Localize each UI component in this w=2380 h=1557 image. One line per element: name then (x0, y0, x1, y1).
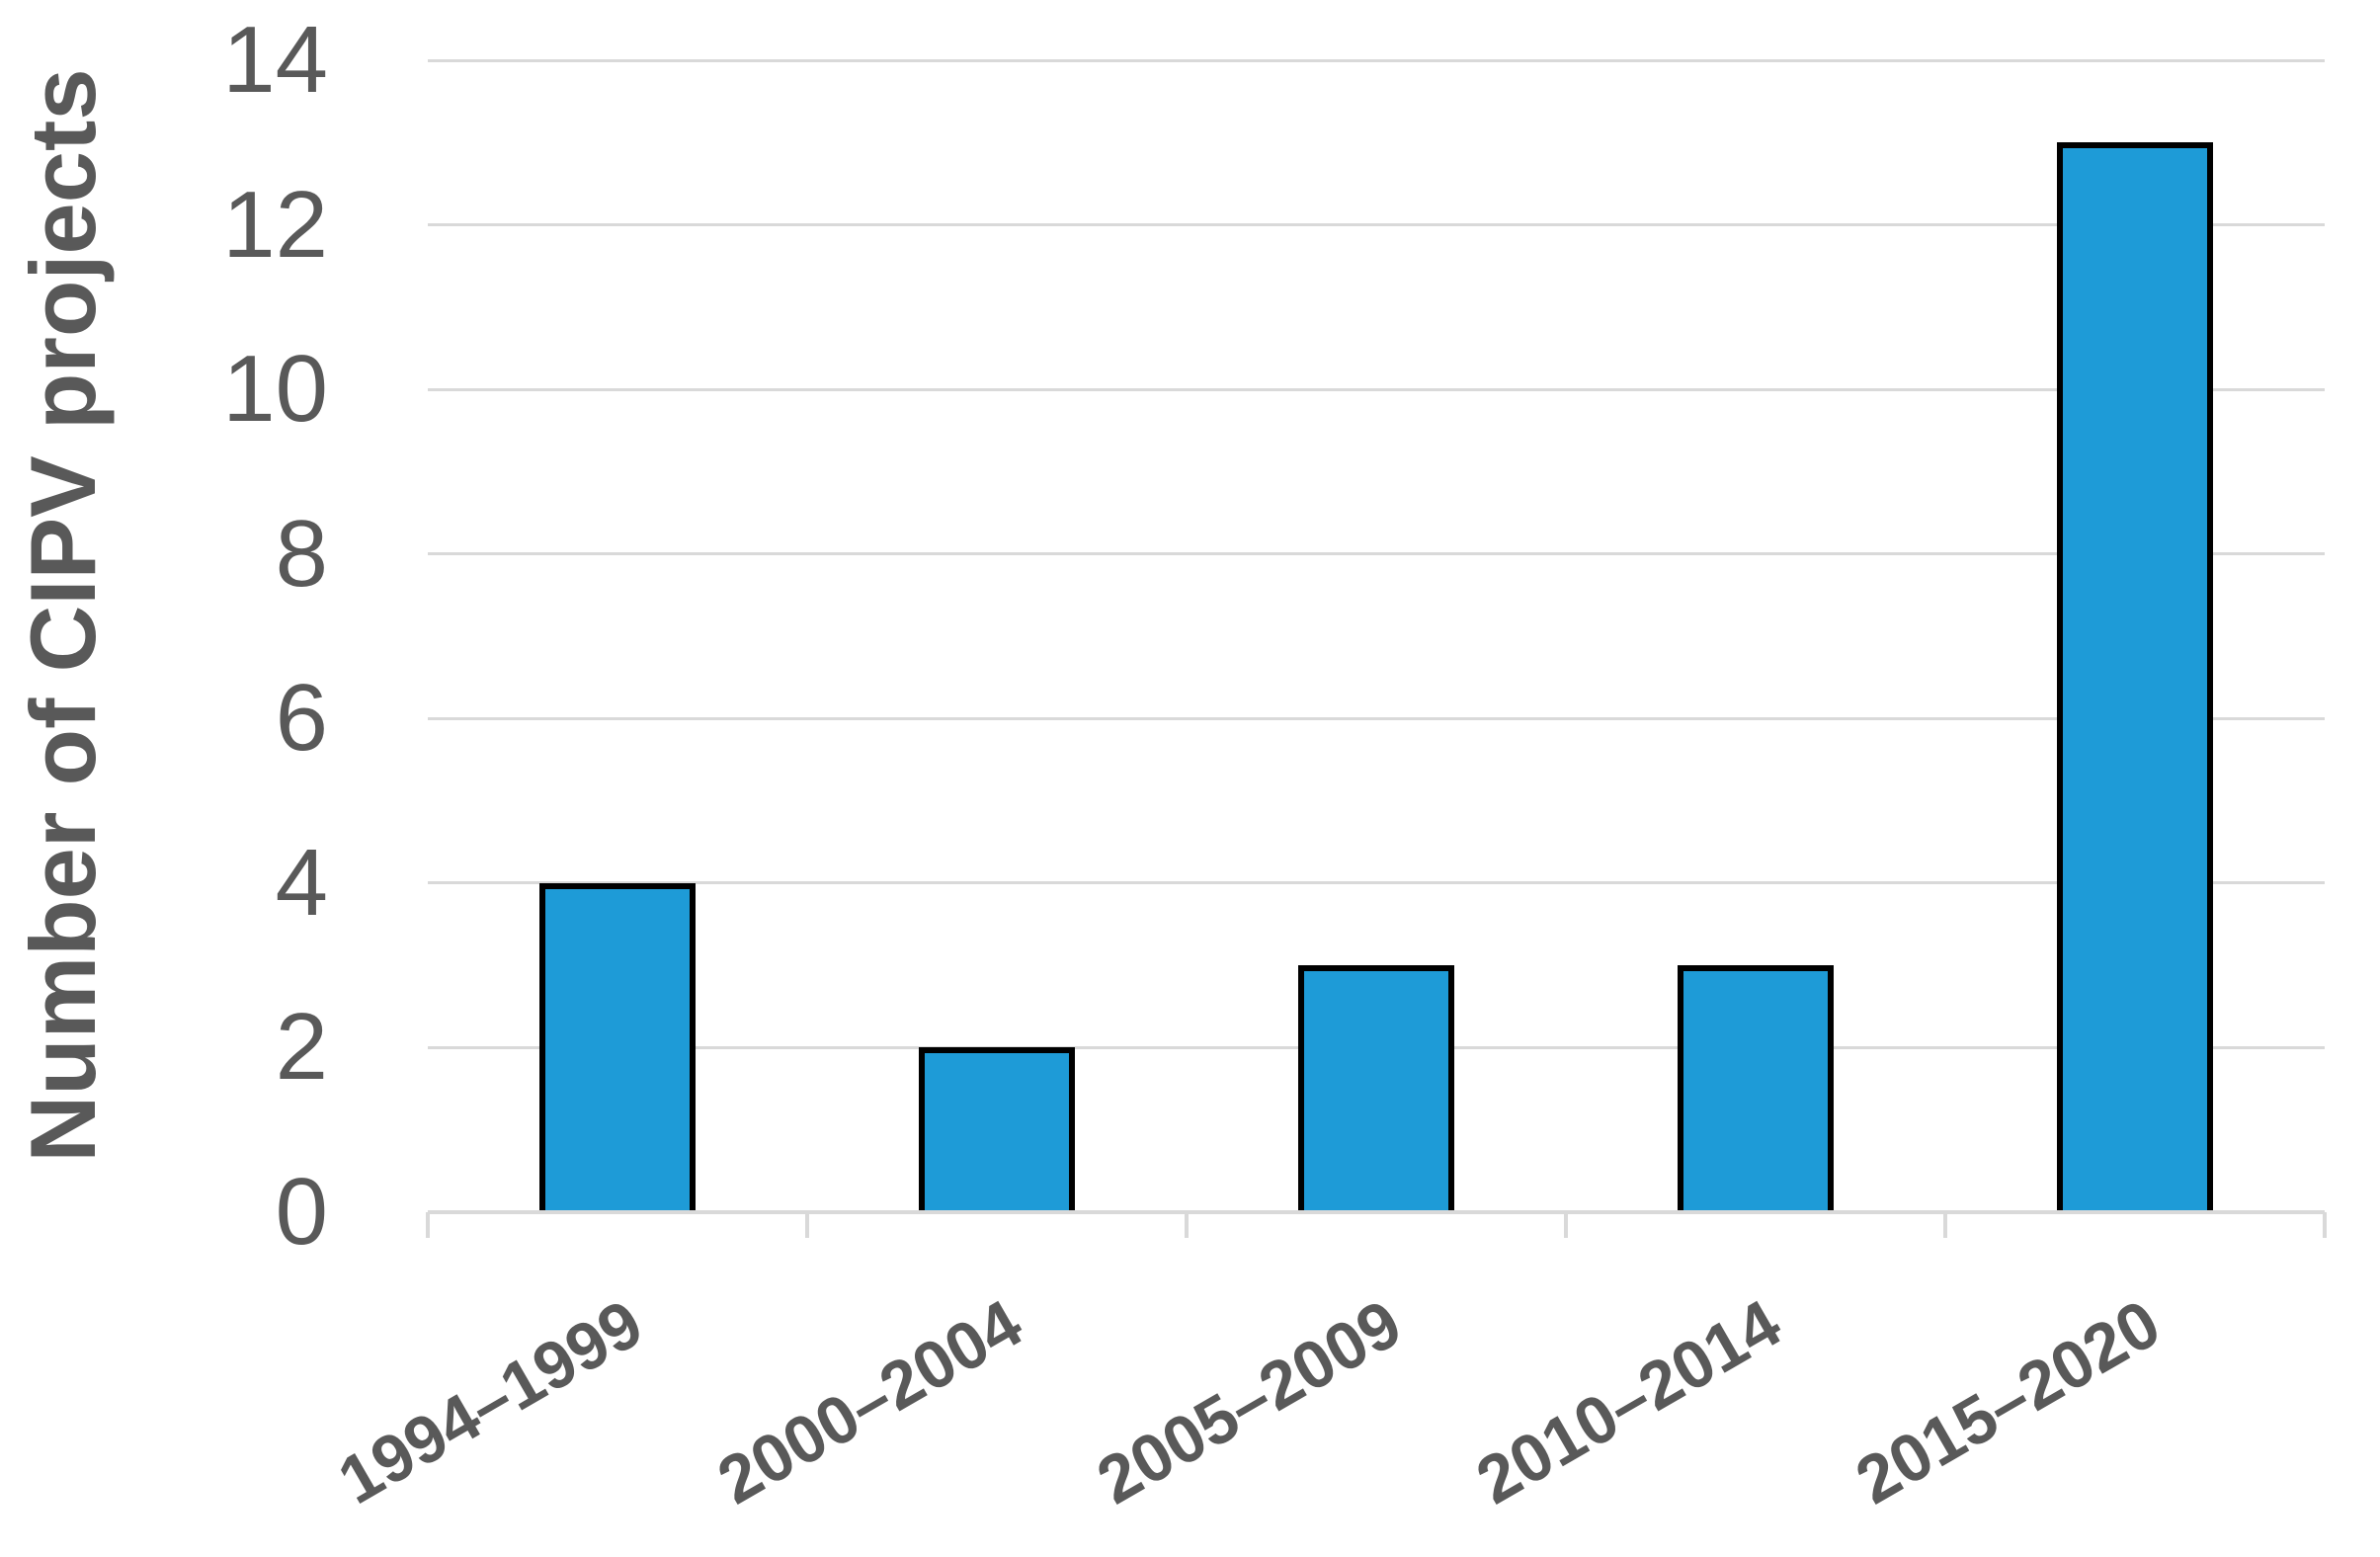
x-tick-label-5: 2015–2020 (1843, 1285, 2173, 1519)
x-tick-label-3: 2005–2009 (1084, 1285, 1414, 1519)
bar-4 (1678, 965, 1834, 1212)
gridline-y8 (428, 552, 2325, 556)
y-tick-label-6: 6 (275, 665, 328, 772)
x-axis-tick-1 (805, 1212, 809, 1238)
y-tick-label-10: 10 (222, 336, 328, 443)
x-axis-tick-0 (426, 1212, 430, 1238)
gridline-y14 (428, 58, 2325, 62)
bar-2 (919, 1047, 1075, 1212)
y-tick-label-14: 14 (222, 7, 328, 113)
x-tick-label-4: 2010–2014 (1463, 1285, 1793, 1519)
y-tick-label-4: 4 (275, 829, 328, 936)
gridline-y4 (428, 881, 2325, 885)
x-axis-line (428, 1210, 2325, 1214)
bar-5 (2057, 142, 2213, 1212)
y-tick-label-12: 12 (222, 171, 328, 278)
x-tick-label-2: 2000–2004 (704, 1285, 1034, 1519)
y-tick-label-2: 2 (275, 994, 328, 1101)
bar-3 (1298, 965, 1454, 1212)
y-tick-label-0: 0 (275, 1159, 328, 1265)
x-axis-tick-5 (2323, 1212, 2327, 1238)
gridline-y12 (428, 223, 2325, 227)
x-tick-label-1: 1994–1999 (325, 1285, 655, 1519)
x-axis-tick-2 (1185, 1212, 1189, 1238)
plot-area (428, 58, 2325, 1214)
bar-1 (539, 883, 696, 1212)
gridline-y6 (428, 716, 2325, 720)
gridline-y10 (428, 387, 2325, 391)
y-tick-label-8: 8 (275, 500, 328, 607)
x-axis-tick-3 (1564, 1212, 1568, 1238)
x-axis-tick-4 (1943, 1212, 1947, 1238)
